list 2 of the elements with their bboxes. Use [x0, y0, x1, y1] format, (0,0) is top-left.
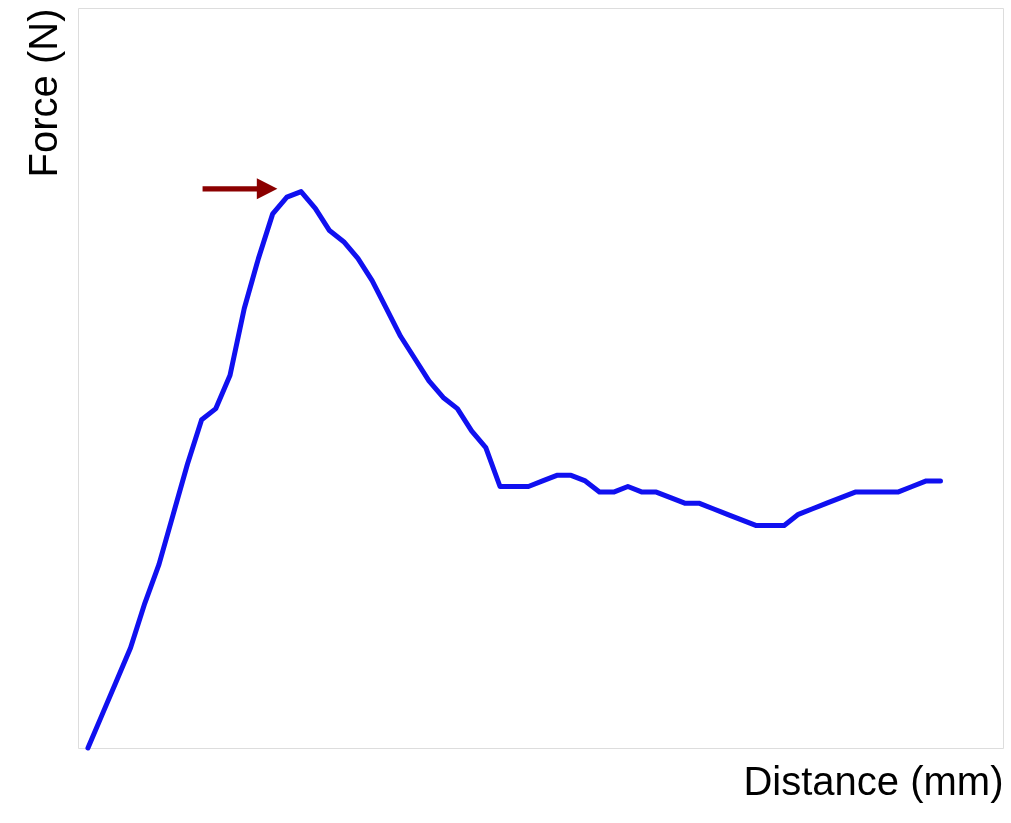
y-axis-title: Force (N) [20, 8, 65, 178]
x-axis-title: Distance (mm) [743, 758, 1004, 803]
